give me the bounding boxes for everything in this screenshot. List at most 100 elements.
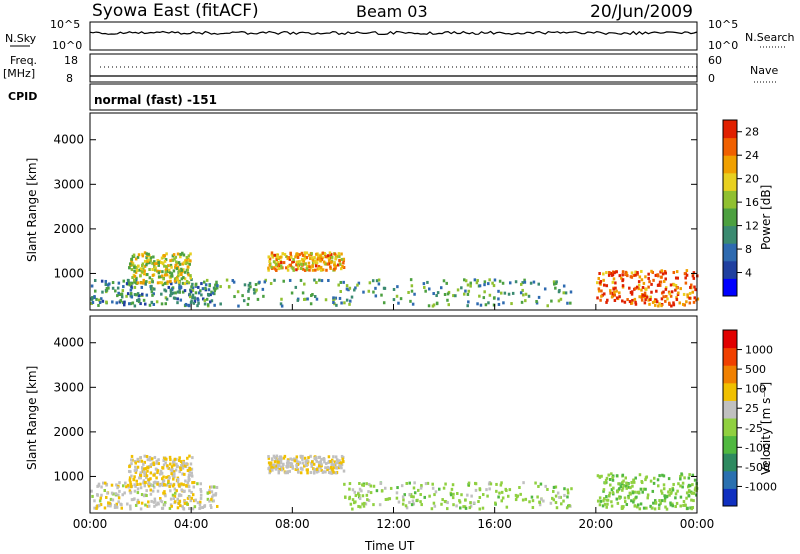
- heatmap-cell: [332, 301, 335, 305]
- heatmap-cell: [130, 295, 134, 299]
- heatmap-cell: [197, 291, 201, 295]
- heatmap-cell: [262, 294, 265, 298]
- heatmap-cell: [514, 280, 518, 284]
- heatmap-cell: [369, 491, 373, 495]
- heatmap-cell: [351, 507, 354, 511]
- heatmap-cell: [129, 288, 133, 292]
- heatmap-cell: [628, 286, 631, 290]
- heatmap-cell: [467, 300, 470, 304]
- heatmap-cell: [667, 490, 670, 494]
- heatmap-cell: [139, 302, 142, 306]
- heatmap-cell: [317, 267, 321, 271]
- heatmap-cell: [167, 264, 170, 268]
- heatmap-cell: [133, 304, 137, 308]
- heatmap-cell: [474, 482, 478, 486]
- heatmap-cell: [658, 503, 661, 507]
- heatmap-cell: [147, 500, 150, 504]
- heatmap-cell: [200, 282, 203, 286]
- heatmap-cell: [433, 504, 437, 508]
- heatmap-cell: [175, 489, 178, 493]
- heatmap-cell: [108, 282, 111, 286]
- heatmap-cell: [172, 470, 176, 474]
- heatmap-cell: [182, 483, 185, 487]
- heatmap-cell: [163, 264, 166, 268]
- heatmap-cell: [310, 460, 314, 464]
- ytick-label: 2000: [53, 425, 84, 439]
- heatmap-cell: [127, 485, 131, 489]
- heatmap-cell: [145, 252, 148, 256]
- heatmap-cell: [537, 282, 540, 286]
- heatmap-cell: [612, 287, 616, 291]
- heatmap-cell: [683, 476, 686, 480]
- heatmap-cell: [192, 485, 196, 489]
- heatmap-cell: [653, 499, 657, 503]
- heatmap-cell: [324, 470, 327, 474]
- heatmap-cell: [248, 281, 252, 285]
- heatmap-cell: [100, 279, 104, 283]
- heatmap-cell: [458, 499, 461, 503]
- heatmap-cell: [271, 255, 275, 259]
- heatmap-cell: [611, 491, 615, 495]
- heatmap-cell: [187, 475, 190, 479]
- heatmap-cell: [298, 260, 301, 264]
- heatmap-cell: [199, 489, 203, 493]
- heatmap-cell: [637, 283, 641, 287]
- heatmap-cell: [191, 493, 195, 497]
- heatmap-cell: [683, 272, 687, 276]
- heatmap-cell: [97, 298, 101, 302]
- heatmap-cell: [145, 261, 149, 265]
- heatmap-cell: [156, 471, 159, 475]
- heatmap-cell: [123, 303, 126, 307]
- heatmap-cell: [300, 251, 304, 255]
- heatmap-cell: [125, 282, 129, 286]
- heatmap-cell: [649, 295, 652, 299]
- heatmap-cell: [321, 256, 325, 260]
- heatmap-cell: [303, 268, 307, 272]
- heatmap-cell: [630, 480, 633, 484]
- heatmap-cell: [277, 460, 280, 464]
- heatmap-cell: [292, 268, 295, 272]
- heatmap-cell: [618, 496, 621, 500]
- heatmap-cell: [559, 297, 563, 301]
- heatmap-cell: [269, 461, 273, 465]
- heatmap-cell: [127, 469, 131, 473]
- heatmap-cell: [199, 496, 203, 500]
- heatmap-cell: [636, 272, 639, 276]
- heatmap-cell: [657, 304, 660, 308]
- heatmap-cell: [136, 483, 139, 487]
- heatmap-cell: [623, 300, 627, 304]
- heatmap-cell: [598, 272, 601, 276]
- heatmap-cell: [611, 273, 615, 277]
- heatmap-cell: [313, 259, 317, 263]
- heatmap-cell: [105, 483, 108, 487]
- heatmap-cell: [332, 463, 336, 467]
- heatmap-cell: [500, 499, 504, 503]
- heatmap-cell: [210, 490, 214, 494]
- heatmap-cell: [478, 294, 481, 298]
- heatmap-cell: [303, 251, 307, 255]
- heatmap-cell: [138, 476, 141, 480]
- heatmap-cell: [194, 282, 198, 286]
- heatmap-cell: [621, 473, 625, 477]
- heatmap-cell: [258, 280, 261, 284]
- heatmap-cell: [142, 278, 145, 282]
- heatmap-cell: [337, 283, 340, 287]
- heatmap-cell: [107, 501, 110, 505]
- heatmap-cell: [520, 300, 524, 304]
- heatmap-cell: [502, 301, 505, 305]
- heatmap-cell: [405, 506, 409, 510]
- heatmap-cell: [141, 270, 144, 274]
- colorbar-tick-label: 500: [745, 363, 766, 376]
- heatmap-cell: [612, 277, 616, 281]
- heatmap-cell: [510, 302, 513, 306]
- heatmap-cell: [650, 290, 653, 294]
- heatmap-cell: [140, 466, 144, 470]
- heatmap-cell: [162, 479, 166, 483]
- heatmap-cell: [103, 488, 106, 492]
- heatmap-cell: [621, 284, 625, 288]
- heatmap-cell: [366, 498, 369, 502]
- heatmap-cell: [481, 506, 485, 510]
- heatmap-cell: [452, 503, 455, 507]
- heatmap-cell: [327, 256, 330, 260]
